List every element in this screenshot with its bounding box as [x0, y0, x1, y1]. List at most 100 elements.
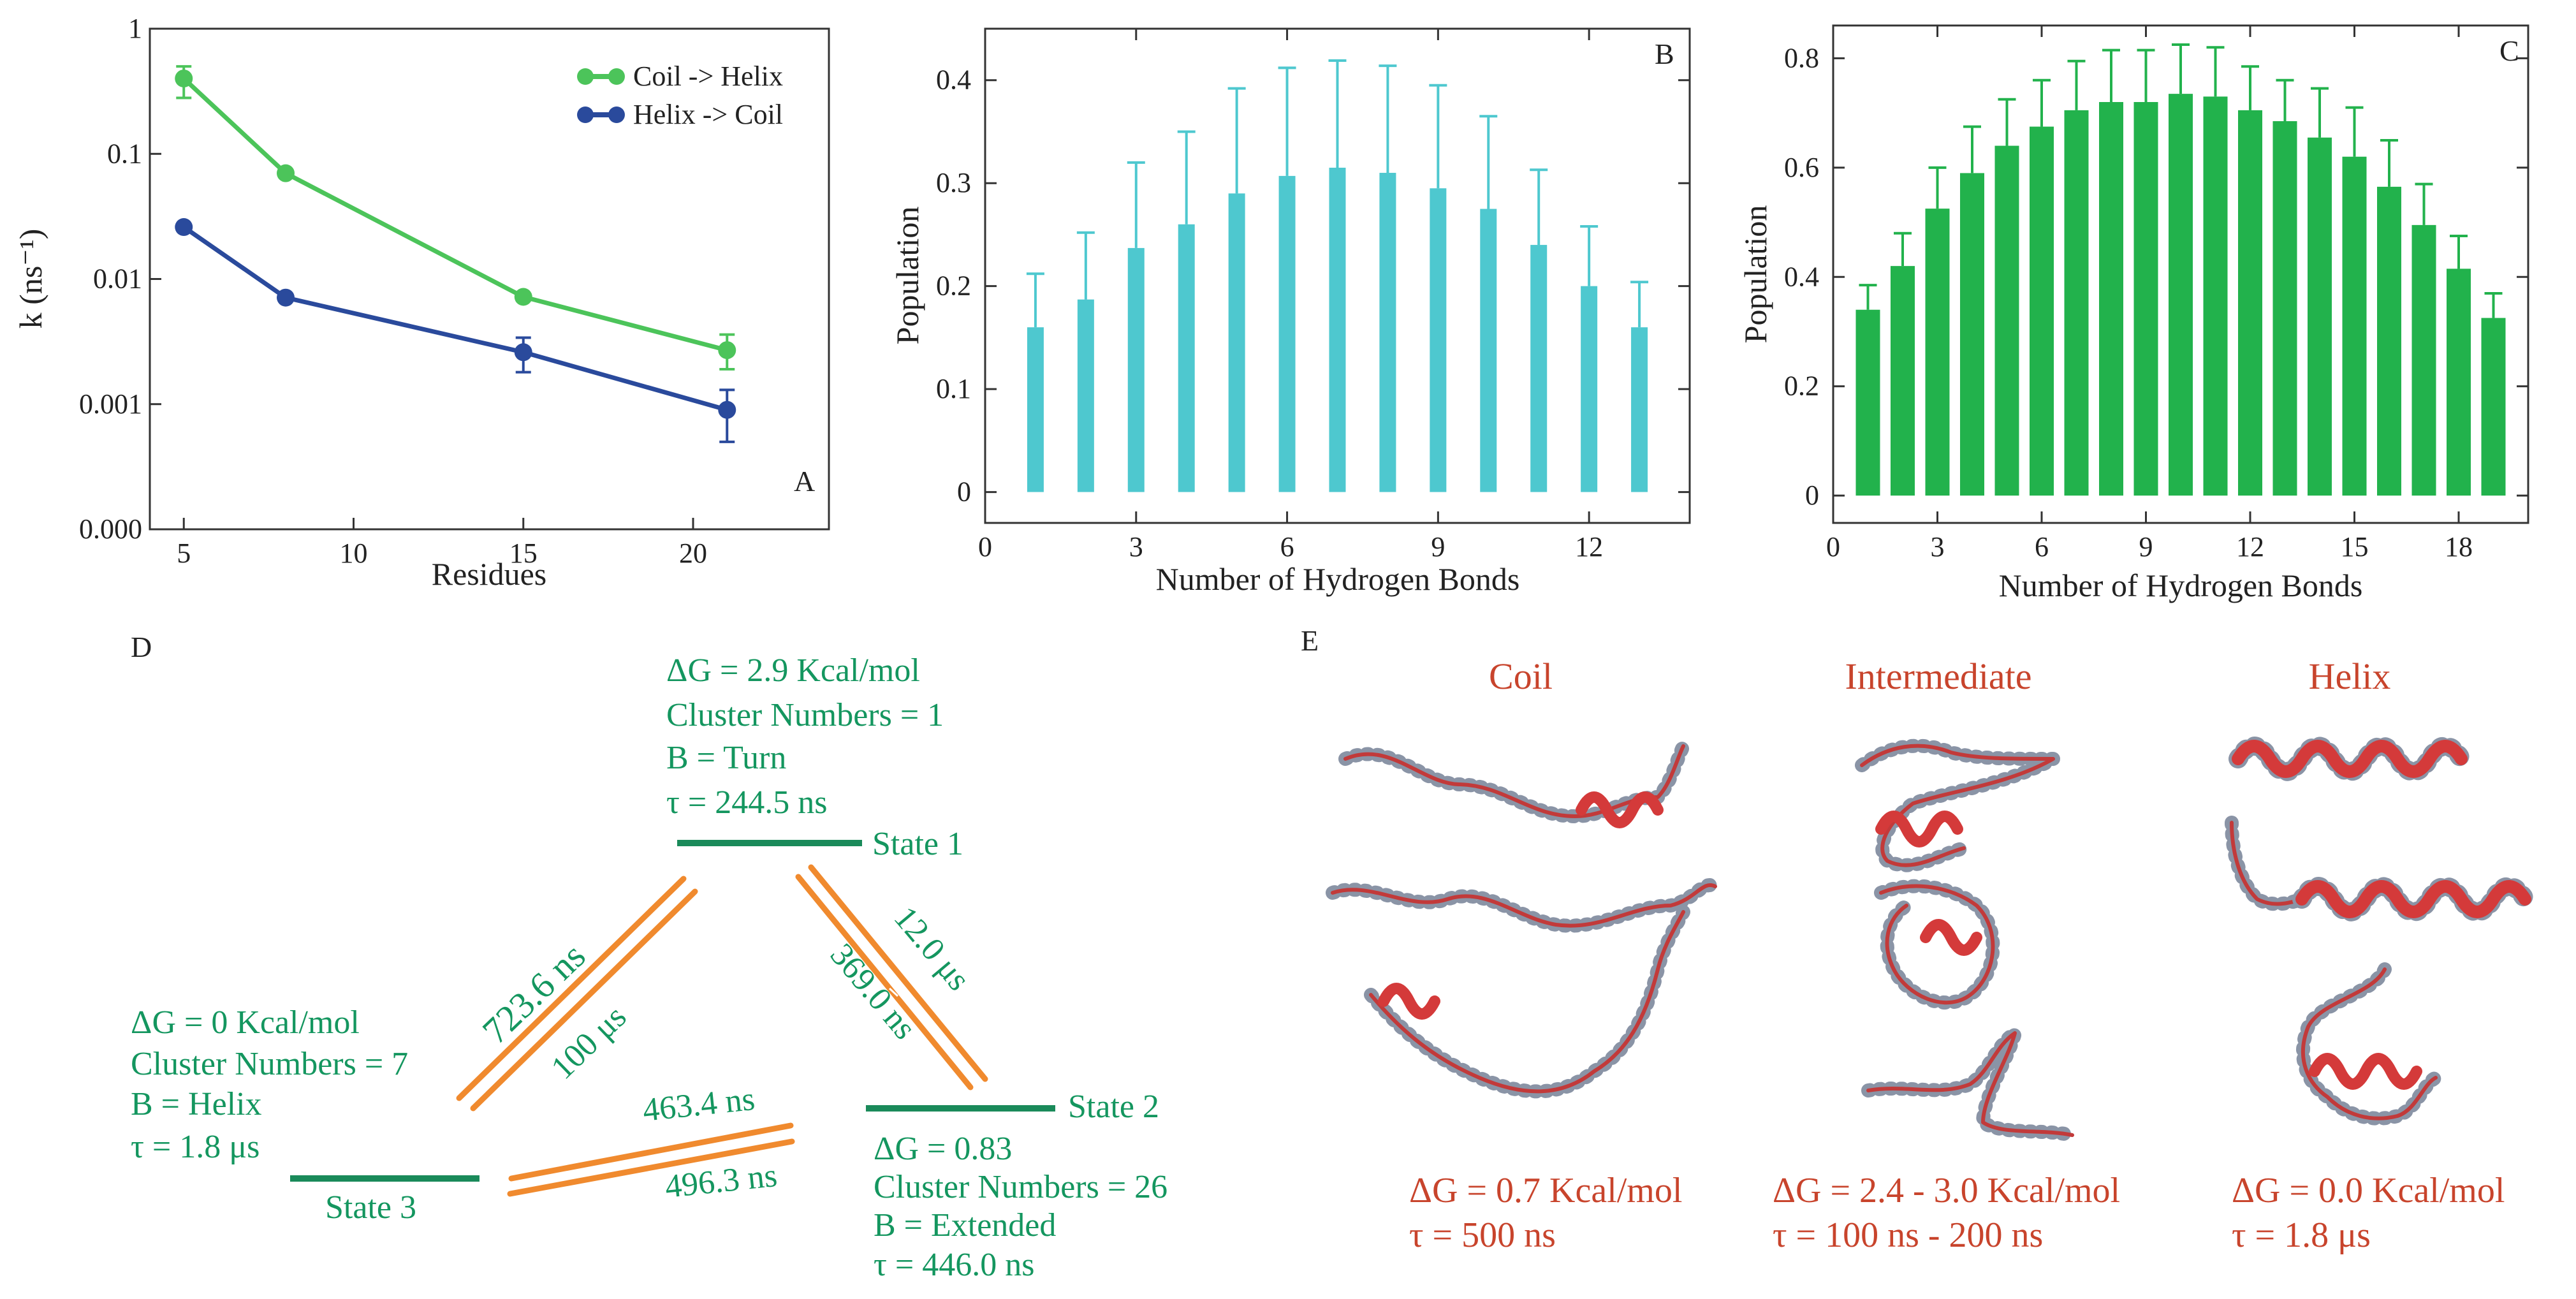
- panel-c-bar-0: [1855, 309, 1880, 496]
- panel-a-legend: Coil -> Helix Helix -> Coil: [577, 61, 783, 130]
- panel-b-bar-1: [1077, 299, 1094, 492]
- coil-dg: ΔG = 0.7 Kcal/mol: [1409, 1171, 1682, 1210]
- panel-c-xtick-3: 9: [2139, 531, 2153, 562]
- panel-c-ticks: 0 3 6 9 12 15 18 0 0.2 0.4 0.6 0.8: [1784, 26, 2528, 562]
- arrow-notch-3: [643, 1157, 654, 1162]
- series-0-line: [182, 77, 728, 353]
- panel-b-bars: [1026, 59, 1649, 492]
- state-1-dg: ΔG = 2.9 Kcal/mol: [666, 652, 920, 689]
- arrow-s1-to-s2: [795, 874, 974, 1090]
- panel-c-bar-10: [2203, 96, 2228, 496]
- panel-c-ytick-1: 0.2: [1784, 371, 1819, 402]
- coil-title: Coil: [1489, 656, 1553, 697]
- panel-d-label: D: [131, 631, 152, 663]
- panel-c-bar-14: [2342, 156, 2367, 496]
- panel-c-bar-8: [2133, 102, 2158, 496]
- panel-d-state-diagram: D ΔG = 2.9 Kcal/mol Cluster Numbers = 1 …: [131, 631, 1167, 1283]
- panel-c-bar-18: [2481, 318, 2506, 496]
- panel-a-ytick-3: 0.001: [79, 388, 142, 420]
- legend-coil-helix: Coil -> Helix: [633, 61, 783, 92]
- legend-helix-coil-marker: [577, 106, 594, 123]
- legend-coil-helix-marker-2: [608, 68, 625, 85]
- helix-structures-image: [2225, 737, 2535, 1126]
- state-1: ΔG = 2.9 Kcal/mol Cluster Numbers = 1 B …: [666, 652, 963, 862]
- panel-b-frame: [984, 27, 1691, 524]
- panel-b-ytick-1: 0.1: [936, 373, 971, 404]
- panel-b-label: B: [1655, 38, 1674, 70]
- panel-a-xtick-2: 15: [509, 538, 538, 569]
- panel-c-ytick-2: 0.4: [1784, 261, 1819, 292]
- panel-b-ticks: 0 3 6 9 12 0 0.1 0.2 0.3 0.4: [936, 29, 1690, 562]
- state-3-b: B = Helix: [131, 1086, 262, 1122]
- series-1-line: [182, 225, 728, 413]
- panel-c-label: C: [2499, 34, 2519, 67]
- legend-coil-helix-marker: [577, 68, 594, 85]
- panel-c-bar-12: [2272, 121, 2297, 496]
- arrow-notch-1: [573, 987, 584, 997]
- panel-b-ytick-4: 0.4: [936, 64, 971, 96]
- transition-arrows: [456, 864, 988, 1197]
- label-s1-to-s2: 12.0 μs: [887, 900, 977, 997]
- state-2-name: State 2: [1068, 1089, 1159, 1125]
- arrow-s2-to-s1: [808, 864, 988, 1082]
- panel-b-bar-7: [1379, 173, 1396, 492]
- panel-c-bar-15: [2377, 186, 2401, 496]
- state-3-cluster: Cluster Numbers = 7: [131, 1046, 408, 1082]
- panel-b-xtick-1: 3: [1129, 531, 1143, 562]
- arrow-heads: [573, 987, 899, 1162]
- panel-c-bar-17: [2447, 268, 2471, 496]
- panel-c-xtick-4: 12: [2236, 531, 2264, 562]
- panel-c-bar-1: [1891, 266, 1915, 496]
- series-0-point-1: [277, 164, 295, 182]
- panel-c-xtick-0: 0: [1826, 531, 1840, 562]
- panel-c-bar-13: [2308, 137, 2332, 496]
- arrow-notch-2: [888, 987, 899, 997]
- panel-b-xlabel: Number of Hydrogen Bonds: [1156, 561, 1520, 597]
- panel-c-bar-7: [2099, 102, 2123, 496]
- panel-b-bar-5: [1278, 175, 1296, 492]
- panel-c-xtick-6: 18: [2445, 531, 2473, 562]
- panel-c-bar-4: [1994, 145, 2019, 496]
- panel-c-frame: [1832, 24, 2529, 524]
- state-2-cluster: Cluster Numbers = 26: [874, 1169, 1167, 1205]
- state-2-b: B = Extended: [874, 1207, 1056, 1244]
- state-1-tau: τ = 244.5 ns: [666, 784, 827, 821]
- panel-b-ytick-2: 0.2: [936, 270, 971, 302]
- state-2-dg: ΔG = 0.83: [874, 1131, 1012, 1167]
- helix-title: Helix: [2309, 656, 2391, 697]
- panel-c-ytick-4: 0.8: [1784, 42, 1819, 73]
- label-s2-to-s1: 369.0 ns: [823, 937, 923, 1046]
- panel-b-xtick-0: 0: [978, 531, 992, 562]
- panel-c-bar-11: [2238, 110, 2262, 496]
- series-0-point-2: [514, 288, 532, 306]
- helix-dg: ΔG = 0.0 Kcal/mol: [2232, 1171, 2505, 1210]
- panel-a-label: A: [794, 465, 815, 497]
- series-1-point-0: [175, 218, 193, 237]
- panel-b-bar-9: [1480, 209, 1497, 492]
- panel-e-label: E: [1301, 624, 1319, 657]
- panel-c-bars: [1855, 43, 2506, 496]
- panel-c-ylabel: Population: [1738, 205, 1773, 344]
- panel-b-bar-11: [1581, 286, 1598, 492]
- panel-a-xtick-1: 10: [340, 538, 368, 569]
- panel-c-chart: 0 3 6 9 12 15 18 0 0.2 0.4 0.6 0.8 C Number of Hydr…: [1738, 24, 2529, 603]
- panel-a-ylabel: k (ns⁻¹): [13, 229, 48, 329]
- panel-b-bar-2: [1127, 247, 1145, 492]
- state-3-tau: τ = 1.8 μs: [131, 1129, 260, 1165]
- panel-b-bar-10: [1530, 245, 1548, 492]
- panel-a-xlabel: Residues: [432, 556, 547, 592]
- series-0-point-3: [718, 341, 736, 360]
- arrow-s2-to-s3: [507, 1138, 795, 1197]
- panel-b-bar-12: [1631, 327, 1648, 492]
- state-3-dg: ΔG = 0 Kcal/mol: [131, 1004, 360, 1041]
- panel-c-ytick-3: 0.6: [1784, 152, 1819, 183]
- panel-b-xtick-3: 9: [1431, 531, 1445, 562]
- state-1-cluster: Cluster Numbers = 1: [666, 697, 944, 733]
- panel-a-series: [175, 65, 736, 443]
- coil-tau: τ = 500 ns: [1409, 1215, 1556, 1255]
- arrow-s3-to-s2: [508, 1122, 794, 1182]
- panel-b-ylabel: Population: [889, 207, 925, 345]
- legend-helix-coil: Helix -> Coil: [633, 99, 783, 130]
- panel-c-ytick-0: 0: [1805, 480, 1819, 511]
